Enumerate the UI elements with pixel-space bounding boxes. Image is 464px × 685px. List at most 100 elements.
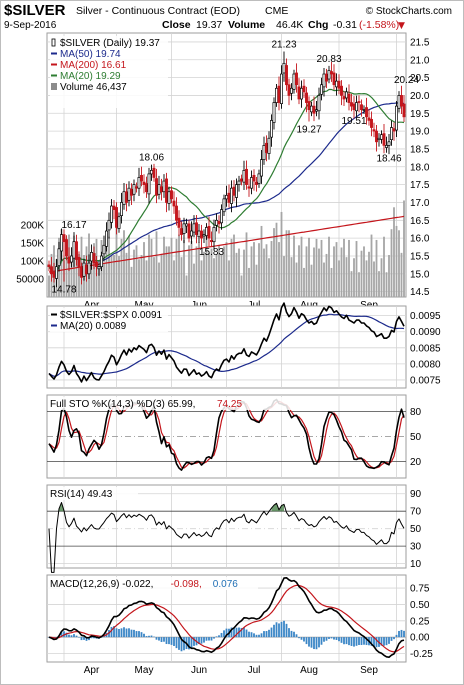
volume-bar: [220, 255, 223, 297]
macd-histogram-bar: [390, 637, 393, 641]
candle-body: [140, 174, 143, 182]
macd-histogram-bar: [340, 637, 343, 643]
volume-bar: [353, 258, 355, 297]
chg-label: Chg: [308, 19, 328, 31]
candle-body: [272, 102, 276, 123]
price-annotation: 19.51: [341, 116, 366, 127]
macd-histogram-bar: [75, 635, 78, 638]
macd-histogram-bar: [168, 637, 170, 645]
volume-bar: [385, 272, 388, 297]
macd-histogram-bar: [250, 632, 253, 638]
volume-bar: [368, 251, 370, 297]
price-annotation: 18.46: [376, 153, 401, 164]
close-value: 19.37: [196, 19, 222, 31]
macd-histogram-bar: [90, 637, 93, 639]
macd-histogram-bar: [135, 631, 138, 638]
macd-histogram-bar: [120, 628, 123, 638]
volume-bar: [380, 258, 383, 297]
candle-body: [397, 95, 401, 109]
volume-bar: [293, 235, 295, 297]
volume-bar: [185, 275, 188, 297]
candle-body: [297, 86, 301, 100]
candle-body: [162, 180, 166, 193]
volume-bar: [403, 200, 405, 297]
macd-histogram-bar: [358, 637, 360, 645]
volume-bar: [178, 234, 180, 297]
volume-bar: [350, 271, 353, 297]
candle-body: [205, 227, 208, 236]
price-ytick: 15.5: [410, 251, 430, 262]
macd-histogram-bar: [113, 626, 115, 638]
sto-legend: Full STO %K(14,3) %D(3) 65.99, 74.25: [48, 397, 298, 410]
macd-histogram-bar: [258, 634, 260, 638]
watermark: © StockCharts.com: [366, 6, 452, 17]
macd-histogram-bar: [220, 632, 223, 638]
volume-bar: [328, 236, 330, 297]
volume-bar: [348, 239, 350, 297]
macd-histogram-bar: [65, 632, 68, 638]
month-label: Sep: [360, 665, 378, 676]
macd-histogram-bar: [200, 637, 203, 644]
legend-item-0: MACD(12,26,9) -0.022,: [50, 579, 153, 590]
ratio-panel: 0.0075 0.0080 0.0085 0.0090 0.0095 $SILVER:$S…: [46, 302, 441, 389]
candle-body: [375, 130, 378, 143]
candle-body: [282, 62, 286, 74]
macd-histogram-bar: [335, 637, 338, 640]
volume-bar: [395, 225, 398, 297]
macd-histogram-bar: [173, 637, 175, 647]
macd-histogram-bar: [118, 628, 120, 638]
candle-body: [315, 109, 318, 112]
macd-histogram-bar: [278, 623, 280, 638]
macd-histogram-bar: [398, 630, 400, 638]
stochastic-panel: 20 50 80 Full STO %K(14,3) %D(3) 65.99, 74.2…: [46, 394, 422, 479]
macd-histogram-bar: [148, 635, 150, 638]
ratio-ytick: 0.0075: [410, 375, 441, 386]
macd-histogram-bar: [255, 634, 258, 638]
exchange-label: CME: [265, 5, 288, 17]
volume-bar: [365, 260, 368, 297]
price-ytick: 16.5: [410, 216, 430, 227]
candle-body: [112, 205, 116, 210]
macd-histogram-bar: [158, 637, 160, 641]
macd-histogram-bar: [193, 637, 195, 646]
candle-body: [97, 266, 101, 270]
legend-item-2: MA(200) 16.61: [60, 60, 127, 71]
candle-body: [262, 145, 266, 160]
candle-body: [210, 239, 213, 243]
candle-body: [337, 80, 341, 89]
macd-histogram-bar: [153, 636, 155, 638]
volume-value: 46.4K: [276, 19, 303, 31]
volume-bar: [270, 241, 273, 297]
ratio-line: [48, 302, 405, 383]
price-ytick: 14.5: [410, 287, 430, 298]
symbol-title: $SILVER: [4, 2, 66, 19]
volume-bar: [48, 275, 50, 297]
candle-body: [82, 262, 86, 277]
volume-bar: [103, 262, 105, 297]
volume-bar: [340, 247, 343, 297]
macd-histogram-bar: [180, 637, 183, 652]
candle-body: [335, 80, 338, 88]
price-ytick: 18.0: [410, 162, 430, 173]
volume-bar: [360, 250, 363, 297]
legend-bg: [48, 397, 298, 410]
candle-body: [125, 191, 128, 203]
macd-histogram-bar: [73, 634, 75, 638]
volume-bar: [105, 245, 108, 297]
legend-item-0: RSI(14) 49.43: [50, 489, 113, 500]
price-ytick: 19.5: [410, 109, 430, 120]
candle-body: [77, 257, 81, 268]
candle-body: [155, 178, 158, 196]
candle-body: [232, 186, 236, 196]
macd-histogram-bar: [213, 637, 215, 639]
volume-bar: [183, 239, 185, 297]
macd-histogram-bar: [63, 631, 65, 638]
volume-bar: [125, 252, 128, 297]
candle-body: [122, 191, 126, 205]
macd-histogram-bar: [60, 632, 63, 638]
volume-bar: [190, 241, 193, 297]
macd-histogram-bar: [203, 637, 205, 643]
candle-body: [255, 181, 258, 185]
volume-ytick: 150K: [21, 239, 45, 250]
